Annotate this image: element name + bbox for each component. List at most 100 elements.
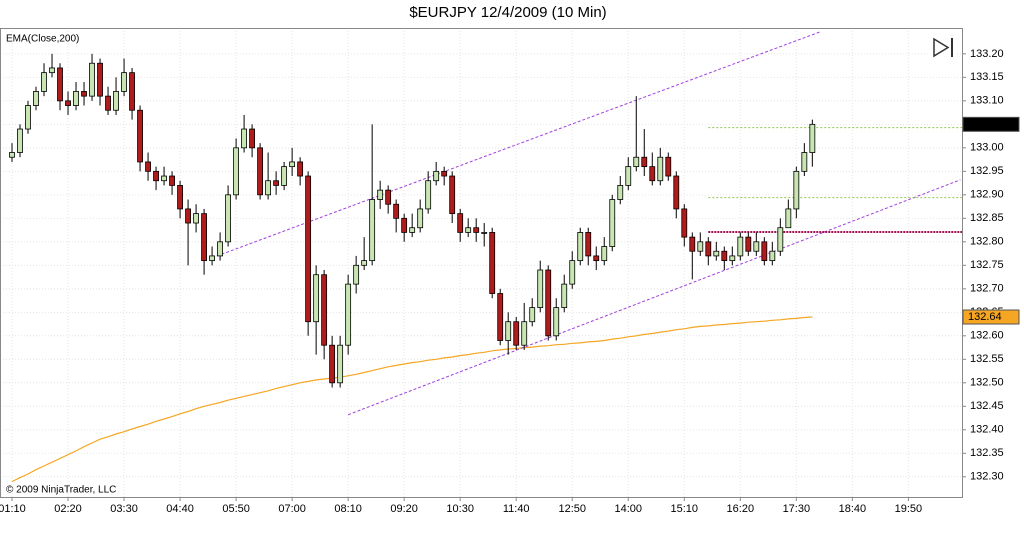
candle-body	[649, 166, 656, 182]
candle-body	[473, 227, 480, 233]
candle-body	[497, 293, 504, 341]
candle-body	[569, 260, 576, 285]
price-tag-label: 132.64	[968, 311, 1002, 323]
x-tick-label: 18:40	[839, 503, 867, 515]
x-tick-label: 09:20	[390, 503, 418, 515]
candle-body	[65, 100, 71, 106]
candle-body	[249, 128, 256, 149]
candle-body	[777, 227, 784, 252]
y-tick-label: 132.55	[970, 353, 1004, 365]
candle-body	[81, 91, 87, 97]
candle-body	[681, 208, 688, 238]
candle-body	[97, 62, 103, 97]
candle-body	[201, 213, 207, 262]
x-tick-label: 19:50	[895, 503, 923, 515]
candle-body	[297, 161, 304, 177]
candle-body	[41, 72, 47, 92]
x-tick-label: 10:30	[446, 503, 474, 515]
price-tag-label: 133.05	[968, 118, 1002, 130]
candle-body	[121, 72, 127, 92]
y-tick-label: 132.45	[970, 400, 1004, 412]
candle-body	[689, 236, 696, 252]
candle-body	[537, 269, 544, 309]
y-tick-label: 132.30	[970, 471, 1004, 483]
y-tick-label: 132.50	[970, 377, 1004, 389]
candle-body	[265, 180, 272, 196]
y-tick-label: 132.60	[970, 330, 1004, 342]
candle-body	[665, 156, 672, 177]
candle-body	[113, 91, 119, 111]
candle-body	[385, 189, 392, 205]
candle-body	[337, 344, 344, 384]
candle-body	[481, 232, 488, 234]
candle-body	[129, 72, 135, 111]
candle-body	[321, 274, 328, 346]
candle-body	[177, 185, 183, 210]
candle-body	[137, 109, 143, 163]
candle-body	[361, 260, 368, 266]
candle-body	[721, 250, 728, 262]
candle-body	[369, 199, 376, 262]
trend-line	[211, 31, 821, 259]
candle-body	[673, 175, 680, 210]
x-tick-label: 14:00	[614, 503, 642, 515]
candle-body	[353, 264, 360, 285]
candle-body	[273, 180, 280, 186]
candle-body	[233, 147, 239, 196]
candle-body	[593, 255, 600, 262]
plot-frame	[0, 28, 963, 498]
candle-body	[57, 67, 63, 102]
y-tick-label: 132.35	[970, 447, 1004, 459]
candle-body	[713, 250, 720, 257]
button-bg[interactable]	[930, 36, 956, 58]
x-tick-label: 03:30	[110, 503, 138, 515]
copyright: © 2009 NinjaTrader, LLC	[6, 485, 116, 496]
x-tick-label: 01:10	[0, 503, 26, 515]
y-tick-label: 132.95	[970, 165, 1004, 177]
candle-body	[529, 307, 536, 323]
candle-body	[25, 105, 31, 130]
candle-body	[465, 227, 472, 233]
candle-body	[305, 175, 312, 323]
candle-body	[185, 208, 191, 224]
candle-body	[561, 283, 568, 309]
candle-body	[193, 213, 199, 224]
candle-body	[145, 161, 151, 172]
candle-body	[513, 321, 520, 346]
candle-body	[409, 227, 416, 233]
candle-body	[281, 166, 288, 186]
candle-body	[657, 156, 664, 182]
candle-body	[345, 283, 352, 346]
candle-body	[585, 232, 592, 257]
trend-line	[347, 179, 961, 416]
y-tick-label: 133.20	[970, 48, 1004, 60]
chart-title: $EURJPY 12/4/2009 (10 Min)	[409, 4, 606, 21]
candle-body	[161, 175, 167, 182]
x-tick-label: 07:00	[278, 503, 306, 515]
candle-body	[761, 241, 768, 262]
candle-body	[289, 161, 296, 168]
scroll-end-button[interactable]	[930, 36, 956, 58]
candle-body	[617, 185, 624, 200]
candle-body	[329, 344, 336, 384]
candle-body	[625, 166, 632, 186]
price-tag	[962, 309, 1020, 325]
candle-body	[9, 152, 15, 158]
candle-body	[457, 213, 464, 233]
x-tick-label: 11:40	[503, 503, 530, 515]
y-tick-label: 133.10	[970, 95, 1004, 107]
candle-body	[169, 175, 175, 186]
candle-body	[697, 241, 704, 252]
candle-body	[433, 170, 440, 182]
candle-body	[225, 194, 231, 243]
candle-body	[545, 269, 552, 337]
y-tick-label: 132.80	[970, 236, 1004, 248]
candle-body	[241, 128, 248, 149]
candle-body	[105, 95, 111, 111]
candle-body	[577, 232, 584, 262]
candle-body	[641, 156, 648, 168]
candle-body	[753, 241, 760, 252]
y-tick-label: 133.00	[970, 142, 1004, 154]
